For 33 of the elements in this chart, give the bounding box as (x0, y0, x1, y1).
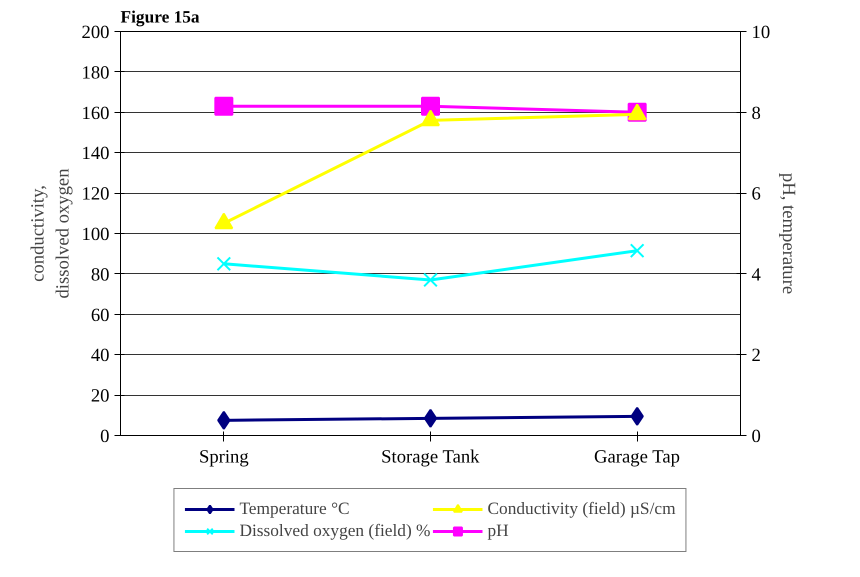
y-tick-label: 20 (90, 386, 110, 407)
point (424, 408, 438, 428)
y-tick-label: 0 (100, 426, 110, 447)
point (423, 272, 438, 288)
legend-label: Dissolved oxygen (field) % (239, 521, 430, 541)
y2-tick-label: 8 (752, 102, 761, 124)
legend-label: Temperature °C (239, 499, 350, 519)
y-tick-label: 200 (82, 22, 110, 43)
point (216, 256, 232, 272)
y-tick-label: 120 (82, 184, 110, 205)
y-axis-title: conductivity, dissolved oxygen (27, 168, 74, 299)
y2-tick-label: 6 (752, 184, 761, 205)
y2-tick-label: 4 (752, 264, 762, 286)
chart-title: Figure 15a (120, 8, 200, 26)
point (214, 212, 234, 230)
y-tick-label: 140 (82, 143, 110, 164)
y-tick-label: 100 (82, 224, 110, 245)
y-tick-label: 80 (90, 264, 110, 286)
point (630, 243, 645, 258)
x-tick-label: Garage Tap (594, 446, 680, 468)
y-tick-label: 160 (82, 102, 110, 124)
y2-tick-label: 2 (752, 345, 761, 366)
x-tick-label: Spring (198, 446, 249, 468)
legend-label: pH (488, 521, 509, 541)
y-tick-label: 60 (90, 304, 110, 326)
y-tick-label: 180 (82, 62, 110, 84)
y-tick-label: 40 (90, 345, 110, 366)
point (421, 110, 440, 126)
y2-tick-label: 0 (752, 426, 761, 447)
y2-tick-label: 10 (752, 22, 770, 43)
y2-axis-title: pH, temperature (778, 172, 800, 294)
legend-label: Conductivity (field) µS/cm (488, 499, 676, 519)
x-tick-label: Storage Tank (381, 446, 480, 468)
